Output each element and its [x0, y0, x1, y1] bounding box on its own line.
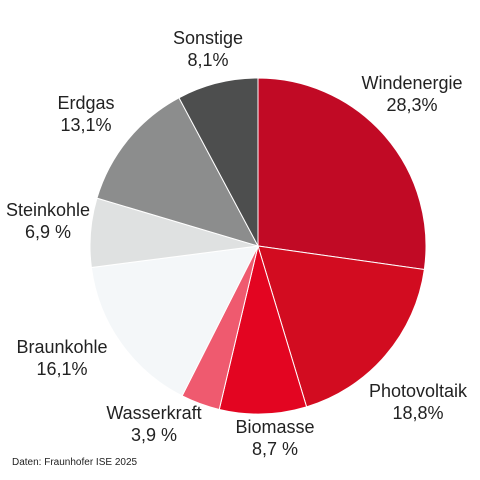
slice-label-braunkohle: Braunkohle	[16, 337, 108, 357]
pie-slice-windenergie	[257, 77, 427, 271]
slice-value-braunkohle: 16,1%	[36, 359, 88, 379]
slice-label-erdgas: Erdgas	[57, 93, 115, 113]
pie-slice-sonstige	[178, 77, 259, 247]
slice-value-photovoltaik: 18,8%	[392, 403, 444, 423]
slice-label-windenergie: Windenergie	[361, 73, 463, 93]
label-sonstige: Sonstige 8,1%	[158, 27, 258, 71]
label-steinkohle: Steinkohle 6,9 %	[0, 199, 96, 243]
pie-slice-biomasse	[218, 244, 308, 415]
label-braunkohle: Braunkohle 16,1%	[4, 336, 120, 380]
slice-value-wasserkraft: 3,9 %	[130, 425, 178, 445]
slice-value-erdgas: 13,1%	[60, 115, 112, 135]
slice-label-steinkohle: Steinkohle	[5, 200, 91, 220]
slice-value-sonstige: 8,1%	[187, 50, 229, 70]
slice-label-sonstige: Sonstige	[172, 28, 244, 48]
label-biomasse: Biomasse 8,7 %	[220, 416, 330, 460]
label-photovoltaik: Photovoltaik 18,8%	[356, 380, 480, 424]
label-wasserkraft: Wasserkraft 3,9 %	[92, 402, 216, 446]
label-windenergie: Windenergie 28,3%	[350, 72, 474, 116]
slice-value-biomasse: 8,7 %	[251, 439, 299, 459]
label-erdgas: Erdgas 13,1%	[36, 92, 136, 136]
slice-value-windenergie: 28,3%	[386, 95, 438, 115]
slice-label-wasserkraft: Wasserkraft	[106, 403, 202, 423]
slice-label-biomasse: Biomasse	[235, 417, 315, 437]
source-note: Daten: Fraunhofer ISE 2025	[12, 457, 138, 468]
slice-label-photovoltaik: Photovoltaik	[368, 381, 468, 401]
slice-value-steinkohle: 6,9 %	[24, 222, 72, 242]
pie-slice-erdgas	[96, 97, 260, 247]
pie-slice-braunkohle	[90, 245, 259, 397]
pie-slice-photovoltaik	[257, 245, 425, 408]
